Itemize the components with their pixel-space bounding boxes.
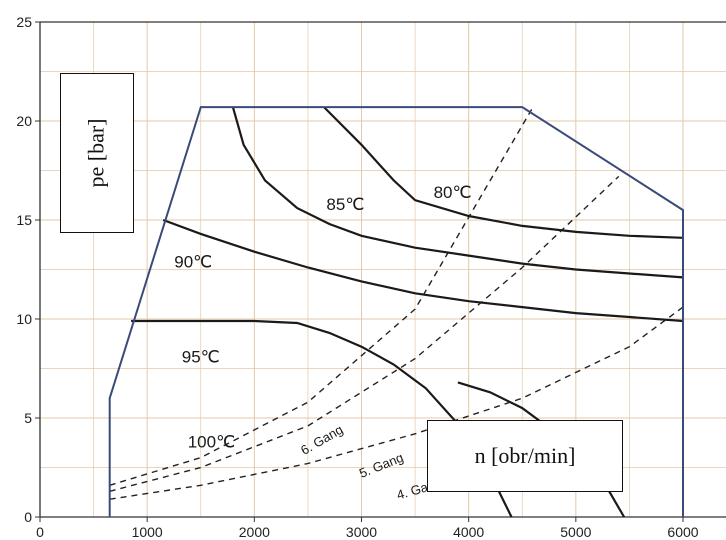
y-tick-label: 5 bbox=[24, 410, 32, 426]
isotherm-label: 80℃ bbox=[434, 183, 472, 202]
gear-label: 5. Gang bbox=[357, 450, 406, 481]
tick-labels: 0 1000 2000 3000 4000 5000 6000 0 5 10 15 20 25 bbox=[16, 14, 698, 540]
isotherm-line bbox=[231, 106, 684, 279]
x-axis-label: n [obr/min] bbox=[474, 443, 576, 468]
axes bbox=[39, 21, 726, 518]
y-tick-label: 0 bbox=[24, 509, 32, 525]
y-tick-label: 10 bbox=[16, 311, 32, 327]
isotherm-line bbox=[162, 218, 684, 323]
x-tick-label: 0 bbox=[36, 524, 44, 540]
x-axis-label-box: n [obr/min] bbox=[427, 420, 623, 492]
x-tick-label: 1000 bbox=[132, 524, 163, 540]
envelope bbox=[108, 106, 684, 517]
gear-label: 6. Gang bbox=[298, 422, 346, 458]
x-tick-label: 3000 bbox=[346, 524, 377, 540]
gear-line bbox=[109, 175, 620, 492]
isotherm-label: 85℃ bbox=[326, 195, 364, 214]
x-tick-label: 6000 bbox=[667, 524, 698, 540]
isotherm-label: 90℃ bbox=[174, 253, 212, 272]
gear-lines bbox=[109, 106, 684, 500]
x-tick-label: 4000 bbox=[453, 524, 484, 540]
isotherm-line bbox=[323, 106, 684, 239]
y-tick-label: 25 bbox=[16, 14, 32, 30]
y-tick-label: 15 bbox=[16, 212, 32, 228]
gear-line bbox=[109, 306, 684, 500]
y-tick-label: 20 bbox=[16, 113, 32, 129]
x-tick-label: 5000 bbox=[560, 524, 591, 540]
y-axis-label-box: pe [bar] bbox=[60, 73, 134, 233]
isotherm-label: 100℃ bbox=[188, 433, 235, 452]
isotherm-label: 95℃ bbox=[182, 348, 220, 367]
y-axis-label: pe [bar] bbox=[83, 118, 109, 188]
envelope-line bbox=[108, 106, 684, 517]
x-tick-label: 2000 bbox=[239, 524, 270, 540]
